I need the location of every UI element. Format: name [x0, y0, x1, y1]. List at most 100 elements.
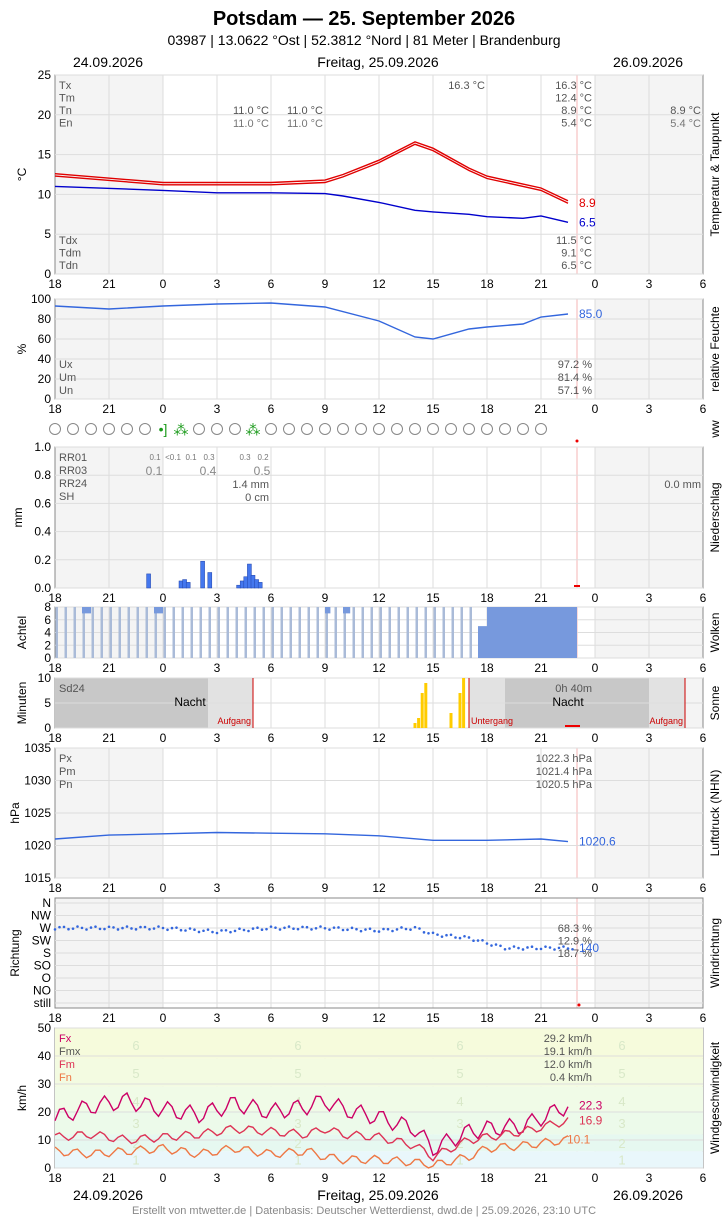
- wdir-point: [490, 944, 493, 947]
- cloud-bar: [235, 607, 238, 658]
- temp-ytick: 15: [38, 148, 52, 162]
- cloud-bar: [370, 607, 373, 658]
- wdir-point: [152, 927, 156, 930]
- wdir-point: [382, 927, 385, 931]
- precip-ytick: 0.2: [34, 553, 51, 567]
- wdir-point: [440, 935, 444, 938]
- wdir-point: [202, 929, 205, 933]
- cloud-bar: [190, 607, 193, 658]
- wspd-ytick: 20: [38, 1105, 52, 1119]
- cloud-bar: [298, 607, 301, 658]
- precip-ytick: 0.6: [34, 496, 51, 510]
- sun-now-marker: [565, 725, 580, 727]
- ww-symbol-clear: [535, 423, 547, 435]
- cloud-xtick: 18: [48, 661, 62, 675]
- precip-rr01-value: 0.3: [239, 453, 251, 462]
- wdir-point: [53, 928, 57, 931]
- wdir-point: [472, 939, 475, 943]
- wdir-point: [413, 925, 417, 929]
- wdir-point: [395, 928, 399, 931]
- wspd-beaufort-number: 3: [456, 1116, 463, 1131]
- humid-stat-value: 57.1 %: [558, 385, 592, 397]
- precip-rr24: 1.4 mm: [232, 479, 269, 491]
- precip-rr01-value: <0.1: [165, 453, 181, 462]
- wdir-point: [116, 928, 120, 931]
- date-left-bottom: 24.09.2026: [73, 1187, 143, 1203]
- cloud-xtick: 12: [372, 661, 386, 675]
- wdir-point: [377, 930, 381, 933]
- wspd-ytick: 50: [38, 1021, 52, 1035]
- cloud-bar-dense: [514, 607, 523, 658]
- press-ylabel: hPa: [8, 802, 22, 824]
- wspd-stat-value: 0.4 km/h: [550, 1072, 592, 1084]
- cloud-bar-dense: [550, 607, 559, 658]
- temp-end-label: 8.9: [579, 196, 596, 210]
- cloud-bar-dense: [478, 626, 487, 658]
- cloud-title: Wolken: [708, 613, 722, 653]
- wspd-xtick: 9: [322, 1171, 329, 1185]
- wdir-xtick: 0: [160, 1011, 167, 1025]
- dew-stat-value: 11.5 °C: [556, 235, 592, 247]
- press-stat-value: 1020.5 hPa: [536, 779, 593, 791]
- cloud-bar: [199, 607, 202, 658]
- sun-xtick: 12: [372, 731, 386, 745]
- cloud-bar: [415, 607, 418, 658]
- cloud-break: [343, 607, 351, 614]
- wdir-xtick: 3: [646, 1011, 653, 1025]
- precip-rr03-value: 0.4: [200, 464, 217, 478]
- humid-title: relative Feuchte: [708, 306, 722, 392]
- wdir-point: [467, 936, 471, 939]
- press-ytick: 1020: [24, 839, 51, 853]
- wdir-end-label: 140: [579, 941, 599, 955]
- wdir-point: [418, 927, 421, 930]
- precip-ytick: 1.0: [34, 440, 51, 454]
- temp-stat-value: 5.4 °C: [561, 118, 592, 130]
- humid-xtick: 18: [48, 402, 62, 416]
- wdir-point: [265, 927, 268, 931]
- cloud-bar: [334, 607, 337, 658]
- cloud-bar-dense: [541, 607, 550, 658]
- sun-night-label: Nacht: [174, 695, 206, 709]
- temp-xtick: 18: [480, 277, 494, 291]
- wdir-point: [535, 947, 538, 951]
- cloud-bar: [100, 607, 103, 658]
- precip-ytick: 0.0: [34, 581, 51, 595]
- wdir-point: [161, 926, 165, 930]
- ww-symbol-clear: [85, 423, 97, 435]
- ww-symbol-clear: [355, 423, 367, 435]
- wdir-point: [400, 926, 403, 929]
- wdir-point: [134, 928, 138, 931]
- cloud-bar: [451, 607, 454, 658]
- cloud-bar: [424, 607, 427, 658]
- ww-symbol-clear: [481, 423, 493, 435]
- sun-rise-label-2: Aufgang: [649, 716, 683, 726]
- cloud-bar-dense: [505, 607, 514, 658]
- humid-stat-value: 97.2 %: [558, 359, 592, 371]
- press-xtick: 12: [372, 881, 386, 895]
- cloud-bar: [271, 607, 274, 658]
- page-title: Potsdam — 25. September 2026: [213, 8, 515, 30]
- press-ytick: 1035: [24, 741, 51, 755]
- footer-credits: Erstellt von mtwetter.de | Datenbasis: D…: [132, 1205, 596, 1217]
- wspd-ytick: 30: [38, 1077, 52, 1091]
- cloud-xtick: 18: [480, 661, 494, 675]
- wdir-point: [445, 933, 448, 937]
- precip-ytick: 0.4: [34, 525, 51, 539]
- precip-sh: 0 cm: [245, 492, 269, 504]
- precip-rr03-value: 0.5: [254, 464, 271, 478]
- temp-stat-label: Tx: [59, 80, 72, 92]
- wdir-point: [260, 928, 264, 932]
- precip-bar: [185, 582, 191, 589]
- wspd-line-fx: [54, 1091, 569, 1157]
- wspd-beaufort-number: 5: [294, 1066, 301, 1081]
- press-xtick: 9: [322, 881, 329, 895]
- wspd-beaufort-number: 2: [132, 1136, 139, 1151]
- cloud-bar: [460, 607, 463, 658]
- sun-xtick: 3: [646, 731, 653, 745]
- wdir-xtick: 21: [102, 1011, 116, 1025]
- wdir-point: [283, 926, 286, 930]
- wspd-beaufort-number: 2: [618, 1136, 625, 1151]
- press-line: [54, 831, 569, 843]
- wdir-point: [233, 929, 237, 933]
